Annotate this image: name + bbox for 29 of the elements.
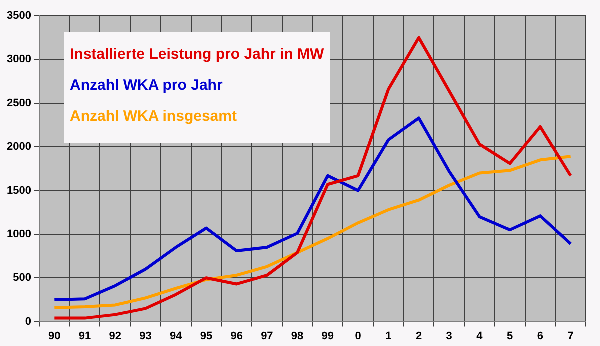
- x-tick-label: 3: [446, 330, 452, 342]
- x-tick-label: 1: [386, 330, 392, 342]
- x-tick-label: 99: [322, 330, 334, 342]
- x-tick-label: 90: [48, 330, 61, 342]
- x-tick-label: 95: [200, 330, 213, 342]
- y-tick-label: 3500: [6, 10, 32, 22]
- x-tick-label: 6: [537, 330, 544, 342]
- y-tick-label: 3000: [6, 54, 32, 66]
- y-tick-label: 500: [13, 272, 32, 284]
- text: Anzahl WKA insgesamt: [70, 108, 238, 125]
- x-tick-label: 4: [476, 330, 484, 342]
- y-tick-label: 2000: [6, 141, 32, 154]
- y-tick-label: 0: [25, 316, 32, 328]
- x-tick-label: 2: [416, 330, 422, 342]
- text: Installierte Leistung pro Jahr in MW: [70, 46, 324, 63]
- y-tick-label: 2500: [6, 97, 32, 110]
- x-tick-label: 91: [78, 330, 92, 342]
- x-tick-label: 5: [507, 330, 514, 342]
- x-tick-label: 0: [355, 330, 362, 342]
- text: Anzahl WKA pro Jahr: [70, 77, 224, 94]
- x-tick-label: 92: [109, 330, 122, 342]
- x-tick-label: 97: [261, 330, 274, 342]
- x-tick-label: 7: [568, 330, 574, 342]
- x-tick-label: 94: [170, 330, 184, 342]
- y-tick-label: 1500: [6, 184, 32, 197]
- x-tick-label: 93: [140, 330, 152, 342]
- x-tick-label: 96: [230, 330, 243, 342]
- y-tick-label: 1000: [6, 228, 32, 240]
- x-tick-label: 98: [291, 330, 304, 342]
